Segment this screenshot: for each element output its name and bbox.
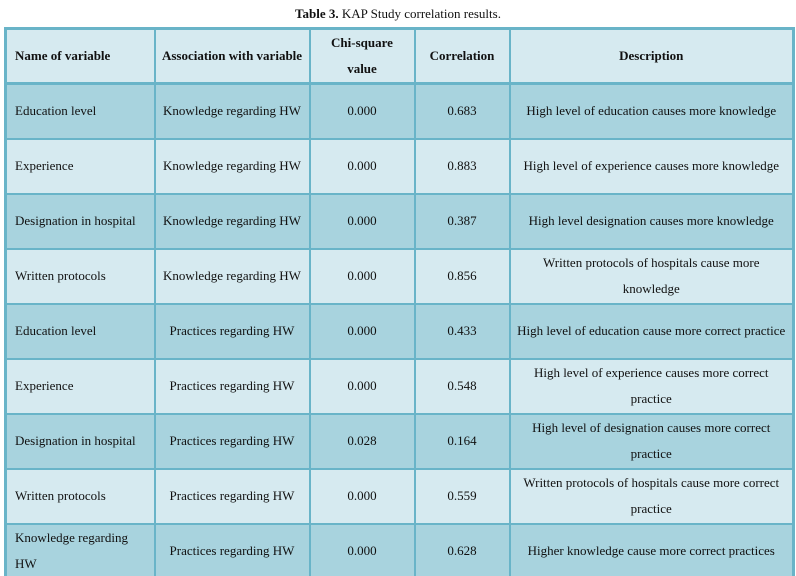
cell-name-of-variable: Designation in hospital [4,192,156,250]
cell-chi-square: 0.000 [308,247,416,305]
cell-association: Knowledge regarding HW [153,137,311,195]
column-header-name-of-variable: Name of variable [4,27,156,85]
cell-association: Practices regarding HW [153,467,311,525]
table-row: Education level Knowledge regarding HW 0… [4,82,795,140]
cell-chi-square: 0.000 [308,357,416,415]
cell-name-of-variable: Education level [4,82,156,140]
cell-description: High level of education causes more know… [508,82,795,140]
cell-association: Knowledge regarding HW [153,192,311,250]
cell-description: High level designation causes more knowl… [508,192,795,250]
cell-association: Practices regarding HW [153,357,311,415]
table-row: Written protocols Knowledge regarding HW… [4,247,795,305]
cell-name-of-variable: Written protocols [4,467,156,525]
cell-correlation: 0.387 [413,192,511,250]
cell-description: High level of experience causes more cor… [508,357,795,415]
cell-correlation: 0.883 [413,137,511,195]
cell-correlation: 0.548 [413,357,511,415]
column-header-association: Association with variable [153,27,311,85]
table-row: Designation in hospital Practices regard… [4,412,795,470]
kap-correlation-table: Name of variable Association with variab… [4,27,795,576]
cell-chi-square: 0.000 [308,302,416,360]
table-caption-text: KAP Study correlation results. [338,6,501,21]
table-caption-number: Table 3. [295,6,339,21]
cell-chi-square: 0.000 [308,192,416,250]
table-row: Experience Knowledge regarding HW 0.000 … [4,137,795,195]
cell-chi-square: 0.000 [308,467,416,525]
column-header-correlation: Correlation [413,27,511,85]
column-header-description: Description [508,27,795,85]
cell-association: Knowledge regarding HW [153,247,311,305]
cell-name-of-variable: Education level [4,302,156,360]
cell-description: Written protocols of hospitals cause mor… [508,247,795,305]
cell-description: Written protocols of hospitals cause mor… [508,467,795,525]
cell-association: Practices regarding HW [153,412,311,470]
cell-correlation: 0.628 [413,522,511,576]
cell-chi-square: 0.028 [308,412,416,470]
cell-association: Practices regarding HW [153,302,311,360]
cell-name-of-variable: Experience [4,357,156,415]
cell-association: Practices regarding HW [153,522,311,576]
table-row: Knowledge regarding HW Practices regardi… [4,522,795,576]
cell-name-of-variable: Experience [4,137,156,195]
table-row: Designation in hospital Knowledge regard… [4,192,795,250]
cell-name-of-variable: Written protocols [4,247,156,305]
cell-description: High level of designation causes more co… [508,412,795,470]
table-row: Written protocols Practices regarding HW… [4,467,795,525]
cell-chi-square: 0.000 [308,82,416,140]
table-row: Education level Practices regarding HW 0… [4,302,795,360]
cell-association: Knowledge regarding HW [153,82,311,140]
table-row: Experience Practices regarding HW 0.000 … [4,357,795,415]
cell-description: High level of experience causes more kno… [508,137,795,195]
cell-description: High level of education cause more corre… [508,302,795,360]
cell-correlation: 0.164 [413,412,511,470]
cell-correlation: 0.433 [413,302,511,360]
cell-name-of-variable: Designation in hospital [4,412,156,470]
cell-description: Higher knowledge cause more correct prac… [508,522,795,576]
column-header-chi-square: Chi-square value [308,27,416,85]
table-caption: Table 3. KAP Study correlation results. [0,0,796,23]
cell-chi-square: 0.000 [308,522,416,576]
cell-name-of-variable: Knowledge regarding HW [4,522,156,576]
cell-chi-square: 0.000 [308,137,416,195]
table-header-row: Name of variable Association with variab… [4,27,795,85]
cell-correlation: 0.856 [413,247,511,305]
cell-correlation: 0.683 [413,82,511,140]
cell-correlation: 0.559 [413,467,511,525]
